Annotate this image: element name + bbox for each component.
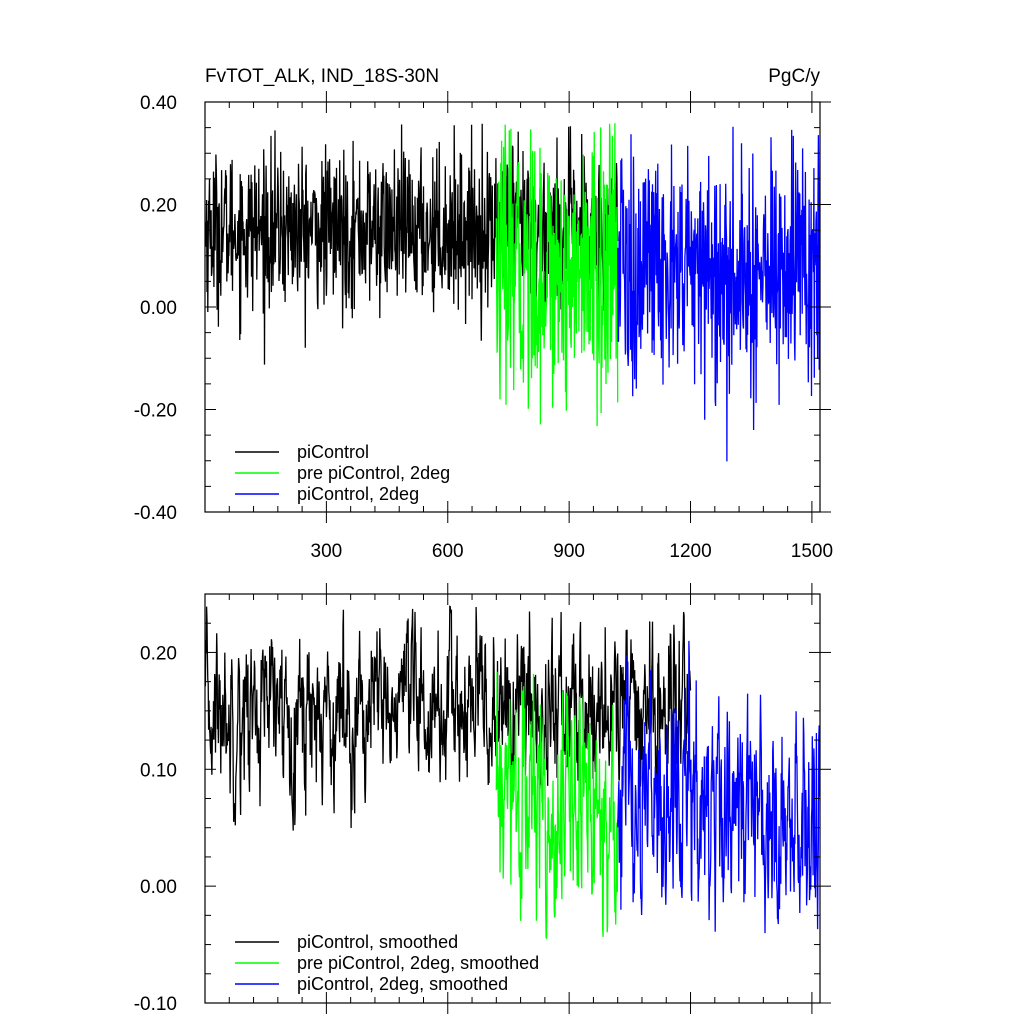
y-tick-label: 0.00 — [140, 298, 177, 319]
series-line-0 — [205, 605, 692, 831]
x-tick-label: 300 — [311, 541, 343, 562]
y-tick-label: 0.20 — [140, 196, 177, 217]
x-tick-label: 1200 — [669, 541, 711, 562]
x-tick-label: 600 — [432, 541, 464, 562]
y-tick-label: 0.40 — [140, 93, 177, 114]
chart-title: FvTOT_ALK, IND_18S-30N — [205, 66, 439, 87]
units-label: PgC/y — [768, 66, 820, 87]
bottom-panel: -0.10 0.00 0.10 0.20 piControl, smoothedpre … — [134, 583, 831, 1015]
legend-label: pre piControl, 2deg, smoothed — [297, 953, 539, 973]
series-line-2 — [617, 640, 820, 934]
x-tick-label: 900 — [553, 541, 585, 562]
legend-label: pre piControl, 2deg — [297, 463, 450, 483]
y-tick-label: 0.00 — [140, 877, 177, 898]
y-tick-label: 0.10 — [140, 760, 177, 781]
legend-label: piControl — [297, 442, 369, 462]
series-line-1 — [495, 123, 619, 427]
y-tick-label: -0.40 — [134, 503, 177, 524]
series-line-2 — [617, 126, 820, 462]
y-tick-label: 0.20 — [140, 643, 177, 664]
series-line-1 — [495, 671, 619, 940]
x-tick-label: 1500 — [791, 541, 833, 562]
y-tick-label: -0.10 — [134, 994, 177, 1015]
y-tick-label: -0.20 — [134, 401, 177, 422]
legend-label: piControl, 2deg, smoothed — [297, 974, 508, 994]
legend-label: piControl, 2deg — [297, 484, 419, 504]
top-panel: 300 600 900 1200 1500 -0.40 -0.20 0.00 0.20 0.40 p… — [134, 91, 833, 562]
legend-label: piControl, smoothed — [297, 932, 458, 952]
